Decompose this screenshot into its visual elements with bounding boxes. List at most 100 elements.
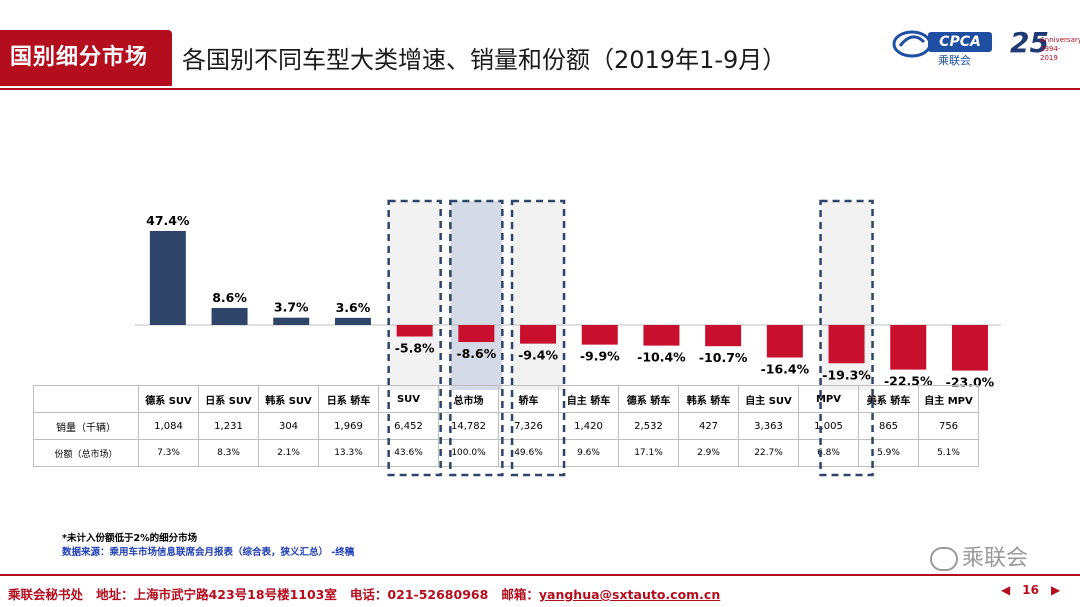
table-header-cell: 美系 轿车 [858,385,919,413]
data-label: 47.4% [146,213,190,228]
table-cell: 7,326 [498,412,559,440]
table-cell: 6,452 [378,412,439,440]
data-label: -10.7% [699,350,748,365]
table-cell: 22.7% [738,439,799,467]
bar [273,317,310,325]
growth-bar-chart: 47.4% 8.6% 3.7% 3.6% -5.8% -8.6% -9.4% -9.9% -10… [135,201,1001,390]
table-cell: 1,084 [138,412,199,440]
data-table: 德系 SUV 日系 SUV 韩系 SUV 日系 轿车 SUV 总市场 轿车 自主 轿车 德系 轿… [33,385,979,467]
bar [951,325,988,371]
table-header-cell: 自主 MPV [918,385,979,413]
table-cell: 49.6% [498,439,559,467]
footer-rule [0,574,1080,576]
table-cell: 5.9% [858,439,919,467]
table-cell: 865 [858,412,919,440]
table-cell: 6.8% [798,439,859,467]
table-header-row: 德系 SUV 日系 SUV 韩系 SUV 日系 轿车 SUV 总市场 轿车 自主 轿车 德系 轿… [33,385,979,413]
table-header-cell: 德系 SUV [138,385,199,413]
table-header-cell: 轿车 [498,385,559,413]
bar [766,325,803,358]
highlight-box-fill [450,201,503,390]
table-cell: 304 [258,412,319,440]
bar [643,325,680,346]
wechat-icon [930,547,958,571]
page-number: 16 [1022,583,1039,597]
data-label: -19.3% [822,367,871,382]
table-row: 销量（千辆） 1,084 1,231 304 1,969 6,452 14,782 7,326… [33,412,979,440]
header: 国别细分市场 各国别不同车型大类增速、销量和份额（2019年1-9月） CPCA… [0,0,1080,96]
section-tag: 国别细分市场 [0,30,172,86]
anniversary-number: 25 [1010,26,1049,59]
table-row-label: 销量（千辆） [33,412,139,440]
bar [581,325,618,345]
footer: 乘联会秘书处 地址：上海市武宁路423号18号楼1103室 电话：021-526… [8,584,720,603]
table-cell: 2.1% [258,439,319,467]
logo-text: CPCA [928,32,992,52]
table-cell: 1,420 [558,412,619,440]
table-header-cell: 韩系 轿车 [678,385,739,413]
footer-email-link[interactable]: yanghua@sxtauto.com.cn [538,587,721,602]
table-cell: 3,363 [738,412,799,440]
table-header-cell: 自主 SUV [738,385,799,413]
bar [828,325,865,364]
footer-org: 乘联会秘书处 [8,587,84,602]
table-cell: 8.3% [198,439,259,467]
watermark-text: 乘联会 [962,546,1029,571]
page-title: 各国别不同车型大类增速、销量和份额（2019年1-9月） [182,46,787,74]
table-cell: 5.1% [918,439,979,467]
data-label: -22.5% [884,374,933,389]
bar [149,231,186,325]
footer-email-label: 邮箱： [501,587,539,602]
table-header-cell: 自主 轿车 [558,385,619,413]
table-cell: 100.0% [438,439,499,467]
table-cell: 2.9% [678,439,739,467]
table-cell: 756 [918,412,979,440]
table-row: 份额（总市场） 7.3% 8.3% 2.1% 13.3% 43.6% 100.0% 49.6%… [33,439,979,467]
table-header-cell: 德系 轿车 [618,385,679,413]
bar [520,325,557,344]
table-header-cell: 韩系 SUV [258,385,319,413]
table-cell: 1,969 [318,412,379,440]
table-cell: 13.3% [318,439,379,467]
table-header-cell: 日系 轿车 [318,385,379,413]
data-label: -9.4% [518,348,558,363]
data-label: -8.6% [456,346,496,361]
table-header-cell: MPV [798,385,859,413]
data-label: 8.6% [212,290,247,305]
table-header-cell: 日系 SUV [198,385,259,413]
table-cell: 43.6% [378,439,439,467]
bar [334,317,371,325]
table-header-cell: SUV [378,385,439,413]
footnote: *未计入份额低于2%的细分市场 [62,533,198,544]
table-cell: 14,782 [438,412,499,440]
table-cell: 9.6% [558,439,619,467]
table-cell: 1,005 [798,412,859,440]
anniversary-text: Anniversary 1994-2019 [1040,36,1080,62]
bar [458,325,495,343]
table-corner-cell [33,385,139,413]
bar [705,325,742,347]
data-label: -10.4% [637,350,686,365]
table-cell: 7.3% [138,439,199,467]
bar [211,307,248,325]
table-cell: 2,532 [618,412,679,440]
table-row-label: 份额（总市场） [33,439,139,467]
bar [396,325,433,337]
pager: ◀ 16 ▶ [995,583,1066,597]
footer-phone: 电话：021-52680968 [349,587,489,602]
data-label: 3.7% [274,300,309,315]
table-cell: 1,231 [198,412,259,440]
prev-page-icon[interactable]: ◀ [1001,583,1011,597]
data-label: -5.8% [395,341,435,356]
watermark: 乘联会 [930,540,1028,572]
table-cell: 427 [678,412,739,440]
logo-subtext: 乘联会 [938,54,971,67]
header-rule [0,88,1080,90]
data-label: -9.9% [580,349,620,364]
data-label: -16.4% [761,362,810,377]
data-source: 数据来源：乘用车市场信息联席会月报表（综合表，狭义汇总） -终稿 [62,547,355,558]
highlight-box-fill [388,201,441,390]
data-label: 3.6% [336,300,371,315]
bar [890,325,927,370]
next-page-icon[interactable]: ▶ [1050,583,1061,597]
